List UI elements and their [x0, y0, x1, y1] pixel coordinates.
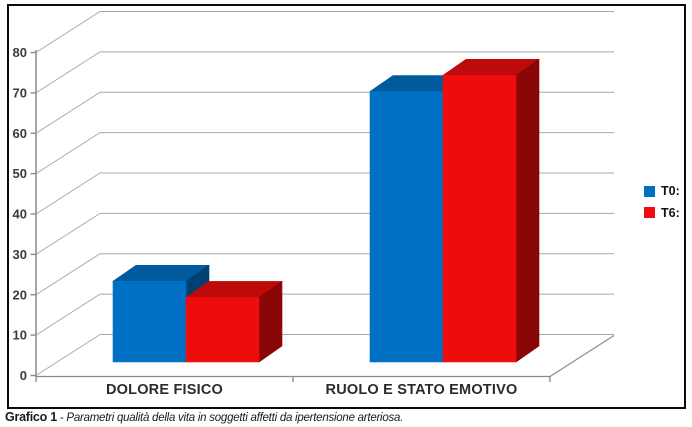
legend-swatch-icon: [644, 185, 655, 197]
x-axis-category-label: RUOLO E STATO EMOTIVO: [326, 382, 518, 398]
bar-T6-ruolo-e-stato-emotivo: [442, 58, 540, 363]
bar-front-face: [112, 280, 187, 363]
y-axis-tick-label: 0: [20, 368, 27, 383]
y-axis-tick-label: 10: [13, 328, 27, 343]
gridline-sidewall: [35, 253, 101, 296]
legend-label: T0:: [661, 184, 680, 198]
legend-label: T6:: [661, 205, 680, 220]
y-axis-tick-label: 50: [13, 166, 27, 181]
gridline-sidewall: [35, 293, 101, 336]
y-axis-tick-label: 80: [13, 45, 27, 60]
caption-label: Grafico 1: [5, 410, 57, 424]
gridline-sidewall: [35, 334, 101, 376]
y-axis-tick-label: 40: [13, 207, 27, 222]
bar-front-face: [369, 91, 444, 363]
floor-right-edge: [549, 334, 615, 378]
y-axis-tick-label: 70: [13, 85, 27, 100]
bar-side-face: [515, 58, 540, 363]
gridline-sidewall: [35, 132, 101, 175]
x-axis-category-label: DOLORE FISICO: [106, 382, 223, 398]
figure-caption: Grafico 1 - Parametri qualità della vita…: [5, 410, 685, 424]
gridline-sidewall: [35, 172, 101, 215]
bar-front-face: [185, 297, 260, 363]
legend-item-T6: T6:: [644, 205, 680, 220]
y-axis-tick-label: 30: [13, 247, 27, 262]
gridline-sidewall: [35, 91, 101, 134]
y-axis-tick-label: 20: [13, 287, 27, 302]
bar-front-face: [442, 75, 517, 363]
gridline-sidewall: [35, 51, 101, 94]
caption-text: Parametri qualità della vita in soggetti…: [66, 412, 404, 424]
legend-swatch-icon: [644, 207, 655, 219]
chart-legend: T0: T6:: [644, 185, 680, 219]
y-axis-tick-label: 60: [13, 126, 27, 141]
gridline-sidewall: [35, 212, 101, 255]
gridline-sidewall: [35, 11, 101, 53]
caption-separator: -: [56, 412, 67, 424]
legend-item-T0: T0:: [644, 185, 680, 198]
bar-T6-dolore-fisico: [185, 280, 283, 363]
